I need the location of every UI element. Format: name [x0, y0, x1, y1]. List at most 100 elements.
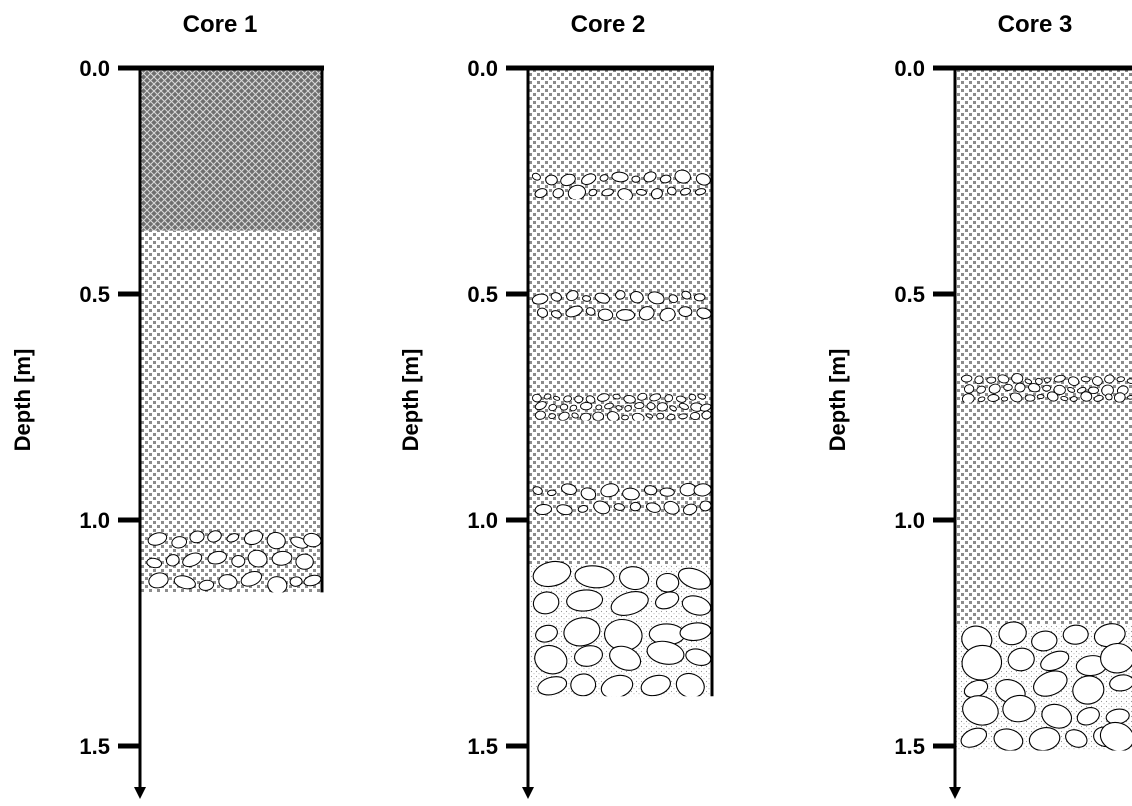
pebble	[1000, 396, 1009, 402]
pebble	[1069, 396, 1078, 402]
cobble	[1062, 624, 1089, 645]
core-layers	[140, 68, 322, 593]
cobble	[1040, 650, 1070, 672]
pebble	[1104, 374, 1115, 384]
pebble	[593, 500, 611, 515]
pebble	[552, 188, 564, 199]
pebble	[1093, 394, 1104, 402]
cobble	[998, 621, 1027, 646]
cobble	[960, 727, 988, 748]
pebble	[267, 576, 288, 593]
pebble	[561, 483, 577, 495]
pebble	[165, 554, 180, 567]
cobble	[1031, 630, 1058, 652]
layer-dark-cross-hatch	[140, 68, 322, 231]
pebble	[548, 403, 557, 412]
pebble	[693, 293, 706, 302]
pebble	[1105, 393, 1113, 401]
pebble	[666, 413, 676, 421]
pebble	[295, 553, 314, 570]
pebble	[646, 402, 656, 410]
pebble	[678, 306, 693, 318]
cobble	[570, 673, 597, 697]
depth-tick-label: 0.5	[467, 282, 498, 307]
pebble	[173, 575, 196, 590]
cobble	[654, 591, 680, 610]
pebble	[1080, 391, 1093, 402]
pebble	[534, 188, 548, 199]
pebble	[207, 550, 227, 565]
pebble	[1028, 383, 1041, 393]
core-layers	[528, 68, 712, 697]
pebble	[647, 291, 665, 305]
pebble	[569, 404, 578, 412]
depth-tick-label: 1.0	[894, 508, 925, 533]
pebble	[146, 557, 163, 569]
pebble	[997, 374, 1010, 384]
pebble	[629, 291, 644, 304]
pebble	[676, 395, 687, 403]
pebble	[531, 293, 549, 305]
pebble	[552, 395, 561, 401]
pebble	[666, 186, 677, 196]
core-3: 0.0 0.5 1.0 1.5 Depth [m] Core 3	[825, 11, 1132, 799]
pebble	[616, 309, 635, 321]
core-1: 0.0 0.5 1.0 1.5 Depth [m] Core 1	[10, 11, 324, 799]
pebble	[1116, 376, 1125, 383]
pebble	[1024, 378, 1033, 385]
pebble	[534, 401, 547, 411]
pebble	[226, 533, 240, 543]
cobble	[574, 645, 603, 667]
cobble	[563, 617, 601, 647]
pebble	[622, 487, 640, 501]
pebble	[597, 393, 610, 402]
layer-sand	[528, 68, 712, 172]
cobble	[574, 565, 615, 589]
pebble	[532, 393, 542, 403]
pebble	[556, 504, 573, 516]
pebble	[581, 173, 597, 186]
pebble	[247, 549, 268, 568]
pebble	[636, 188, 647, 196]
pebble	[986, 376, 997, 384]
cobble	[655, 572, 680, 593]
pebble	[595, 404, 603, 411]
layer-sand	[955, 68, 1132, 376]
cobble	[993, 728, 1024, 751]
pebble	[659, 307, 676, 323]
pebble	[147, 532, 168, 546]
pebble	[171, 536, 188, 549]
pebble	[1092, 376, 1103, 386]
pebble	[612, 393, 621, 400]
depth-tick-label: 0.5	[79, 282, 110, 307]
layer-sand	[140, 230, 322, 530]
depth-axis-arrow-icon	[134, 787, 146, 799]
pebble	[688, 393, 697, 401]
pebble	[650, 188, 663, 200]
pebble	[663, 500, 680, 515]
pebble	[594, 292, 611, 304]
pebble	[974, 375, 984, 385]
pebble	[1043, 377, 1051, 383]
depth-tick-label: 0.0	[467, 56, 498, 81]
pebble	[1003, 383, 1013, 391]
pebble	[574, 395, 584, 404]
pebble	[674, 169, 691, 184]
pebble	[681, 290, 692, 300]
pebble	[988, 383, 1001, 394]
pebble	[1080, 376, 1091, 383]
pebble	[643, 171, 657, 183]
pebble	[695, 173, 711, 186]
layer-sand	[528, 321, 712, 394]
pebble	[531, 172, 541, 181]
pebble	[1053, 374, 1066, 383]
pebble	[1024, 394, 1036, 402]
pebble	[536, 307, 549, 318]
depth-tick-label: 0.5	[894, 282, 925, 307]
depth-axis-title: Depth [m]	[10, 349, 35, 452]
pebble	[615, 405, 623, 411]
cobble	[610, 591, 649, 616]
depth-tick-label: 0.0	[894, 56, 925, 81]
pebble	[1042, 384, 1052, 392]
depth-tick-label: 1.5	[79, 734, 110, 759]
